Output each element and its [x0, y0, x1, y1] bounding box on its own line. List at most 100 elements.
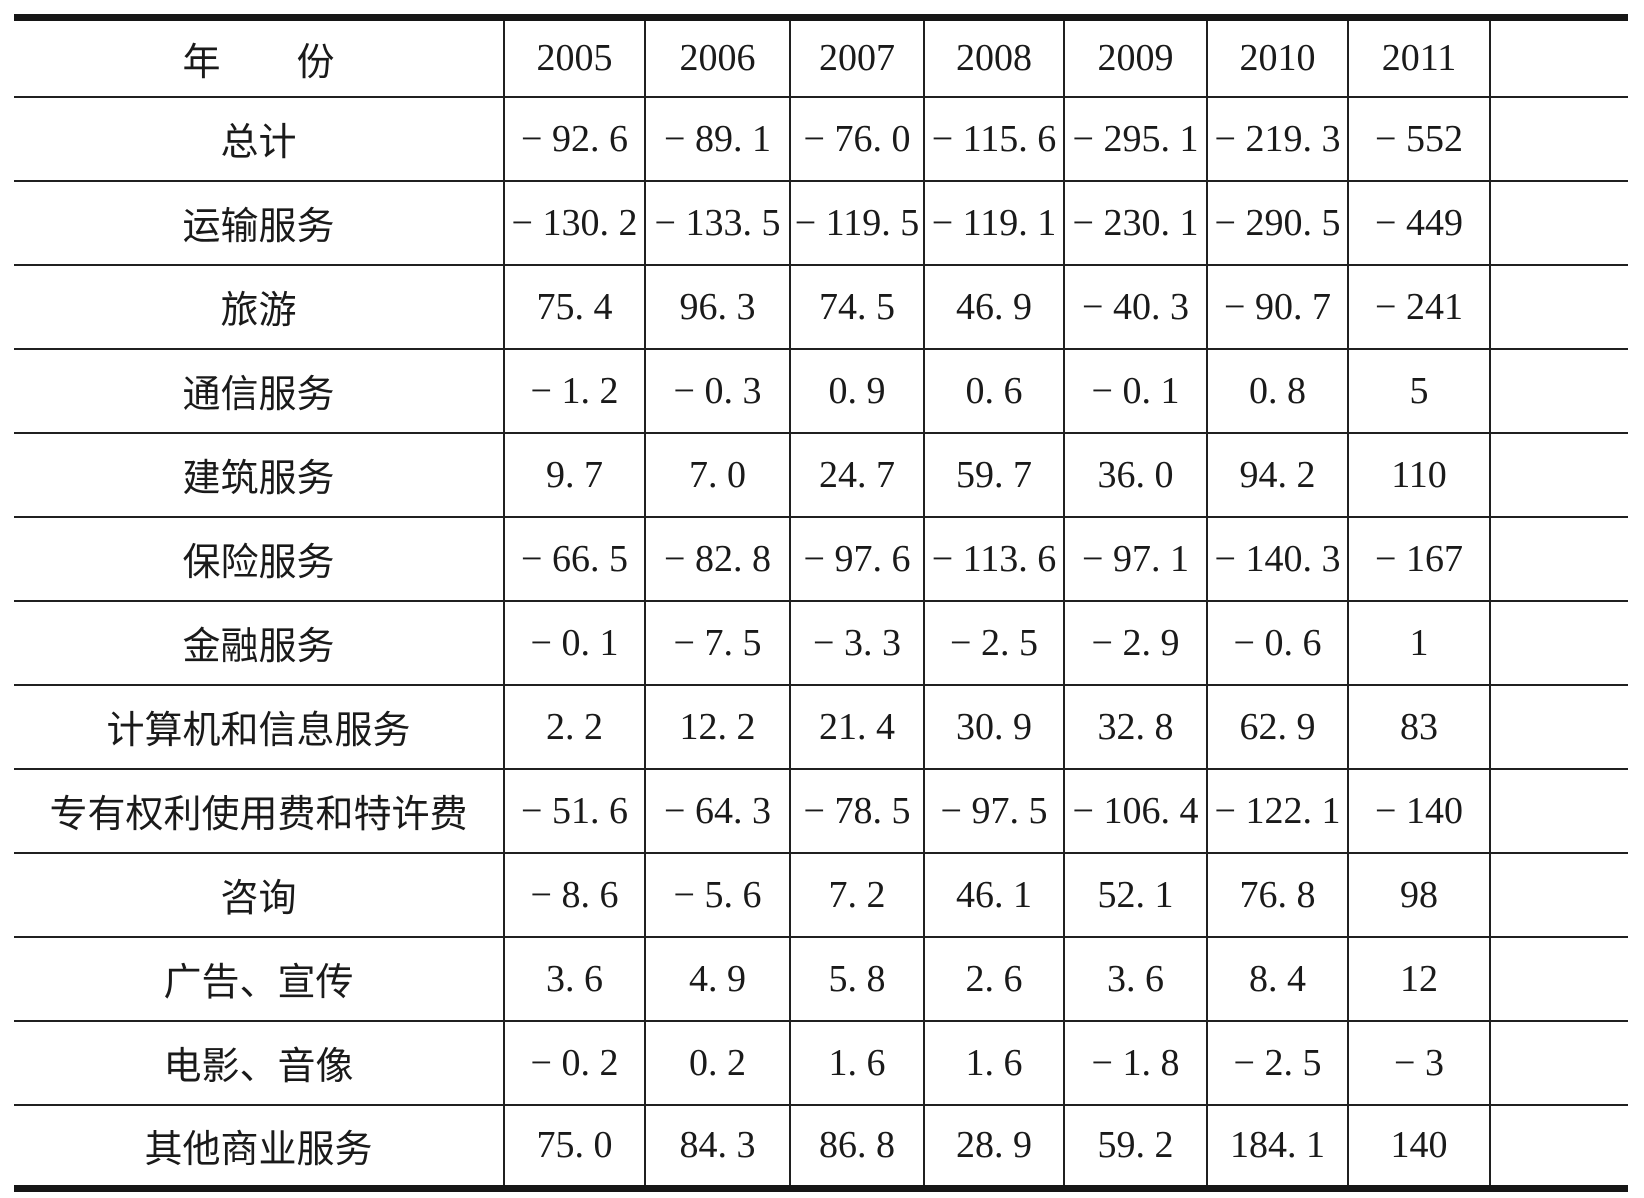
value-cell: − 2. 9: [1063, 599, 1208, 686]
value-cell: − 64. 3: [644, 767, 791, 854]
value-cell: 2. 6: [923, 935, 1065, 1022]
value-cell: − 66. 5: [503, 515, 646, 602]
value-cell: − 76. 0: [789, 95, 925, 182]
table-row: 运输服务 − 130. 2− 133. 5− 119. 5− 119. 1− 23…: [14, 179, 1628, 266]
value-cell: 75. 4: [503, 263, 646, 350]
row-label: 建筑服务: [14, 431, 505, 518]
value-cell: 36. 0: [1063, 431, 1208, 518]
empty-cell: [1489, 431, 1628, 518]
value-cell: − 89. 1: [644, 95, 791, 182]
value-cell: − 133. 5: [644, 179, 791, 266]
value-cell: − 552: [1347, 95, 1491, 182]
header-2008: 2008: [923, 16, 1065, 98]
value-cell: − 7. 5: [644, 599, 791, 686]
value-cell: 184. 1: [1206, 1103, 1349, 1190]
row-label: 广告、宣传: [14, 935, 505, 1022]
table-row: 保险服务 − 66. 5− 82. 8− 97. 6− 113. 6− 97. 1…: [14, 515, 1628, 602]
value-cell: − 0. 1: [1063, 347, 1208, 434]
header-2006: 2006: [644, 16, 791, 98]
value-cell: − 97. 6: [789, 515, 925, 602]
empty-cell: [1489, 1103, 1628, 1190]
value-cell: − 0. 1: [503, 599, 646, 686]
row-label: 金融服务: [14, 599, 505, 686]
value-cell: 7. 2: [789, 851, 925, 938]
value-cell: − 122. 1: [1206, 767, 1349, 854]
value-cell: − 92. 6: [503, 95, 646, 182]
header-2005: 2005: [503, 16, 646, 98]
value-cell: − 241: [1347, 263, 1491, 350]
value-cell: − 2. 5: [1206, 1019, 1349, 1106]
value-cell: 83: [1347, 683, 1491, 770]
value-cell: − 106. 4: [1063, 767, 1208, 854]
row-label: 计算机和信息服务: [14, 683, 505, 770]
value-cell: − 119. 1: [923, 179, 1065, 266]
value-cell: − 115. 6: [923, 95, 1065, 182]
value-cell: 59. 2: [1063, 1103, 1208, 1190]
row-label: 旅游: [14, 263, 505, 350]
header-2009: 2009: [1063, 16, 1208, 98]
value-cell: 8. 4: [1206, 935, 1349, 1022]
value-cell: 98: [1347, 851, 1491, 938]
value-cell: 12: [1347, 935, 1491, 1022]
value-cell: − 167: [1347, 515, 1491, 602]
value-cell: 24. 7: [789, 431, 925, 518]
value-cell: − 119. 5: [789, 179, 925, 266]
value-cell: 1: [1347, 599, 1491, 686]
value-cell: − 1. 8: [1063, 1019, 1208, 1106]
table-row: 其他商业服务 75. 0 84. 3 86. 8 28. 9 59. 2 184. 1 140: [14, 1103, 1628, 1190]
value-cell: − 290. 5: [1206, 179, 1349, 266]
value-cell: − 97. 5: [923, 767, 1065, 854]
table-row: 建筑服务 9. 7 7. 0 24. 7 59. 7 36. 0 94. 2 110: [14, 431, 1628, 518]
empty-cell: [1489, 935, 1628, 1022]
row-label: 总计: [14, 95, 505, 182]
value-cell: 0. 9: [789, 347, 925, 434]
empty-cell: [1489, 515, 1628, 602]
value-cell: 62. 9: [1206, 683, 1349, 770]
value-cell: − 0. 3: [644, 347, 791, 434]
value-cell: 94. 2: [1206, 431, 1349, 518]
value-cell: − 3. 3: [789, 599, 925, 686]
row-label: 通信服务: [14, 347, 505, 434]
value-cell: − 3: [1347, 1019, 1491, 1106]
value-cell: 1. 6: [789, 1019, 925, 1106]
value-cell: 5: [1347, 347, 1491, 434]
value-cell: 84. 3: [644, 1103, 791, 1190]
value-cell: 0. 6: [923, 347, 1065, 434]
value-cell: 3. 6: [1063, 935, 1208, 1022]
row-label: 专有权利使用费和特许费: [14, 767, 505, 854]
table-row: 咨询 − 8. 6− 5. 6 7. 2 46. 1 52. 1 76. 8 98: [14, 851, 1628, 938]
empty-cell: [1489, 599, 1628, 686]
value-cell: 5. 8: [789, 935, 925, 1022]
value-cell: − 97. 1: [1063, 515, 1208, 602]
value-cell: − 295. 1: [1063, 95, 1208, 182]
value-cell: − 1. 2: [503, 347, 646, 434]
value-cell: 4. 9: [644, 935, 791, 1022]
value-cell: 46. 1: [923, 851, 1065, 938]
value-cell: 46. 9: [923, 263, 1065, 350]
value-cell: 12. 2: [644, 683, 791, 770]
value-cell: − 40. 3: [1063, 263, 1208, 350]
empty-cell: [1489, 95, 1628, 182]
value-cell: − 0. 2: [503, 1019, 646, 1106]
empty-cell: [1489, 767, 1628, 854]
value-cell: 52. 1: [1063, 851, 1208, 938]
value-cell: − 219. 3: [1206, 95, 1349, 182]
header-2007: 2007: [789, 16, 925, 98]
row-label: 保险服务: [14, 515, 505, 602]
value-cell: 0. 8: [1206, 347, 1349, 434]
value-cell: 32. 8: [1063, 683, 1208, 770]
value-cell: 96. 3: [644, 263, 791, 350]
value-cell: 140: [1347, 1103, 1491, 1190]
row-label: 运输服务: [14, 179, 505, 266]
header-2011: 2011: [1347, 16, 1491, 98]
table-row: 专有权利使用费和特许费 − 51. 6− 64. 3− 78. 5− 97. 5−…: [14, 767, 1628, 854]
value-cell: 59. 7: [923, 431, 1065, 518]
value-cell: 1. 6: [923, 1019, 1065, 1106]
value-cell: 21. 4: [789, 683, 925, 770]
services-trade-table: 年 份 2005 2006 2007 2008 2009 2010 2011 总…: [14, 14, 1628, 1192]
value-cell: 30. 9: [923, 683, 1065, 770]
value-cell: − 5. 6: [644, 851, 791, 938]
table-row: 总计 − 92. 6− 89. 1− 76. 0− 115. 6− 295. 1−…: [14, 95, 1628, 182]
value-cell: − 230. 1: [1063, 179, 1208, 266]
